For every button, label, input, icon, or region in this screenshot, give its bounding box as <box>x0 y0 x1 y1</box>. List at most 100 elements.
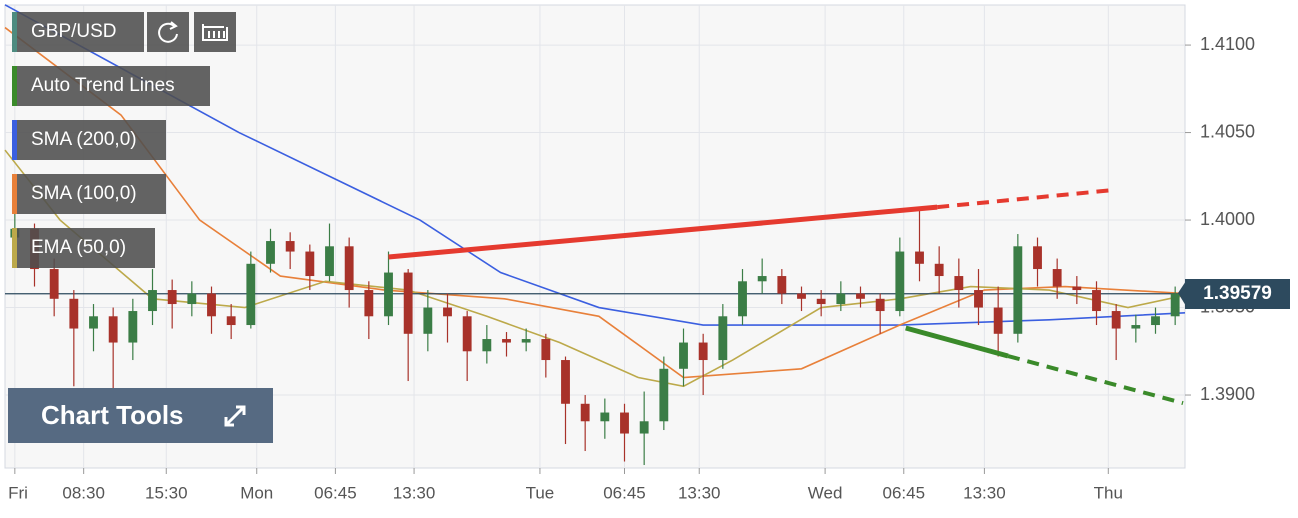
candle-body <box>954 276 964 291</box>
candle <box>325 223 334 282</box>
bars-button[interactable] <box>194 12 236 52</box>
x-tick-label: Wed <box>808 483 843 502</box>
candle-body <box>266 241 275 264</box>
x-tick-label: 13:30 <box>393 483 436 502</box>
legend-item[interactable]: SMA (200,0) <box>12 120 166 160</box>
candle <box>108 307 118 396</box>
candle <box>305 244 315 291</box>
x-tick-label: 15:30 <box>145 483 188 502</box>
candle <box>443 293 452 343</box>
candle-body <box>1092 290 1101 312</box>
candle <box>659 356 669 431</box>
candle-body <box>1033 246 1042 270</box>
candle-body <box>49 269 59 299</box>
candle <box>226 304 236 340</box>
trend-lines-label: Auto Trend Lines <box>31 75 175 96</box>
candle-body <box>836 293 846 305</box>
candle <box>69 290 79 387</box>
y-tick-label: 1.4000 <box>1200 209 1255 229</box>
candle-body <box>541 339 551 361</box>
x-tick-label: Thu <box>1094 483 1123 502</box>
candle <box>384 251 393 326</box>
candle <box>698 333 708 396</box>
candle-body <box>285 241 295 252</box>
candle-body <box>1131 325 1141 329</box>
candle <box>502 332 511 357</box>
candle <box>954 258 964 308</box>
candle-body <box>246 263 256 326</box>
candle-body <box>128 311 138 343</box>
candle-body <box>895 251 905 312</box>
candle-body <box>1072 286 1082 291</box>
candle <box>639 391 649 466</box>
candle <box>207 286 216 334</box>
candle <box>1111 304 1121 361</box>
candle <box>1131 314 1141 343</box>
legend-item[interactable]: EMA (50,0) <box>12 228 155 268</box>
trend-line <box>388 204 938 260</box>
candle <box>1052 258 1062 299</box>
candle-body <box>856 293 865 299</box>
candle <box>423 290 433 352</box>
candle-body <box>679 342 688 369</box>
candle <box>777 269 787 305</box>
candle <box>89 304 98 352</box>
legend-swatch <box>12 174 17 214</box>
candle <box>1151 307 1160 334</box>
bars-icon <box>202 24 228 41</box>
candle-body <box>580 403 590 422</box>
candle-body <box>167 290 177 305</box>
candle <box>1013 234 1023 343</box>
legend-swatch <box>12 120 17 160</box>
candle-body <box>875 298 885 312</box>
candle <box>836 281 846 312</box>
candle-body <box>364 290 374 317</box>
candle <box>246 251 256 329</box>
candle <box>344 237 354 308</box>
trend-projection <box>937 188 1113 210</box>
candle <box>1072 276 1082 305</box>
candle-body <box>69 298 79 329</box>
candle-body <box>659 368 669 422</box>
legend-label: SMA (100,0) <box>31 183 137 204</box>
candle <box>187 281 197 317</box>
candle-body <box>1111 311 1121 329</box>
legend-label: EMA (50,0) <box>31 237 127 258</box>
legend-item[interactable]: SMA (100,0) <box>12 174 166 214</box>
trend-lines-button[interactable]: Auto Trend Lines <box>12 66 210 106</box>
candle <box>875 293 885 334</box>
candle-body <box>934 263 944 277</box>
candle-body <box>423 307 433 334</box>
candle <box>128 298 138 361</box>
candle-body <box>226 316 236 326</box>
candle-body <box>639 421 649 434</box>
candle-body <box>1170 293 1180 317</box>
y-tick-label: 1.4050 <box>1200 121 1255 141</box>
candle-body <box>187 293 197 305</box>
candle <box>915 209 924 282</box>
candle <box>679 328 688 387</box>
candle <box>757 258 767 294</box>
candle-body <box>108 316 118 343</box>
candle-body <box>344 246 354 291</box>
candle <box>561 356 570 445</box>
candle-body <box>718 316 728 361</box>
candle <box>167 279 177 329</box>
candle <box>1170 286 1180 326</box>
candle-body <box>620 412 629 434</box>
refresh-button[interactable] <box>147 12 189 52</box>
candle <box>541 333 551 378</box>
chart-tools-button[interactable]: Chart Tools <box>8 388 273 443</box>
x-tick-label: 06:45 <box>314 483 357 502</box>
candle <box>482 325 492 364</box>
candle <box>49 258 59 317</box>
candle <box>266 228 275 273</box>
candle-body <box>502 339 511 343</box>
candle-body <box>403 272 413 334</box>
candle <box>816 290 826 317</box>
candle-body <box>305 251 315 277</box>
candle-body <box>207 293 216 317</box>
symbol-button[interactable]: GBP/USD <box>12 12 144 52</box>
legend-label: SMA (200,0) <box>31 129 137 150</box>
